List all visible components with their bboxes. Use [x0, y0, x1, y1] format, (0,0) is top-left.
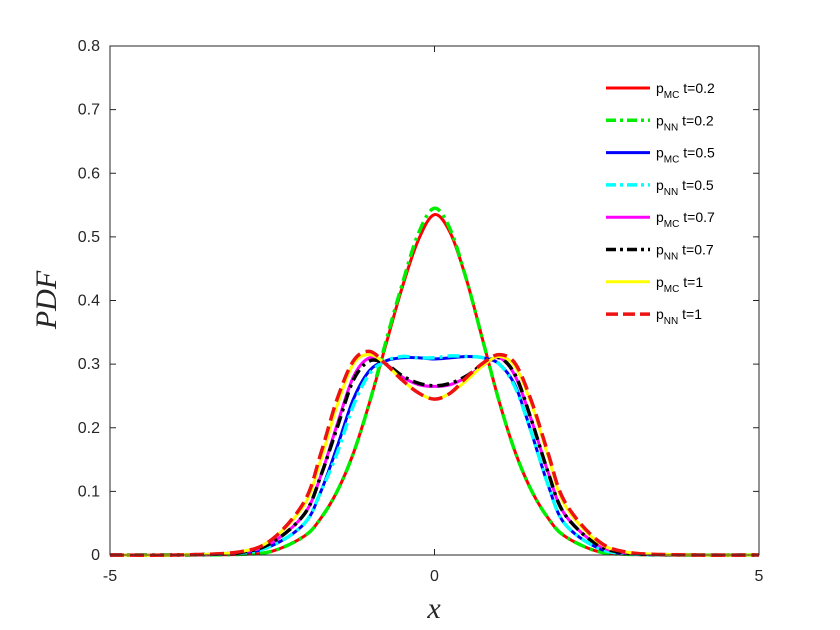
y-tick-label: 0.2: [78, 420, 100, 437]
axes-group: 00.10.20.30.40.50.60.70.8-5 0 5: [78, 38, 764, 585]
legend-label: pNN t=0.7: [656, 242, 714, 263]
plot-area: [110, 46, 759, 555]
y-tick-label: 0.3: [78, 356, 100, 373]
legend-item-1[interactable]: pMC t=0.2: [606, 80, 715, 101]
y-tick-label: 0.7: [78, 102, 100, 119]
legend-item-8[interactable]: pNN t=1: [606, 306, 702, 327]
y-tick-label: 0.5: [78, 229, 100, 246]
x-tick-label: 0: [430, 568, 439, 585]
series-line-1: [109, 213, 760, 557]
x-axis-label: x: [426, 592, 441, 625]
legend-label: pNN t=1: [656, 306, 702, 327]
legend-item-3[interactable]: pMC t=0.5: [606, 145, 715, 166]
legend-label: pMC t=1: [656, 274, 703, 295]
y-tick-label: 0.1: [78, 483, 100, 500]
legend-label: pMC t=0.2: [656, 80, 715, 101]
legend-item-5[interactable]: pMC t=0.7: [606, 209, 715, 230]
y-tick-label: 0.8: [78, 38, 100, 55]
legend-item-7[interactable]: pMC t=1: [606, 274, 703, 295]
legend-item-6[interactable]: pNN t=0.7: [606, 242, 714, 263]
x-tick-label: 5: [755, 568, 764, 585]
series-line-8: [109, 349, 760, 557]
curves-group: [109, 206, 760, 557]
legend-label: pNN t=0.5: [656, 177, 714, 198]
legend-label: pMC t=0.7: [656, 209, 715, 230]
plot-background: [110, 46, 759, 555]
y-tick-label: 0: [91, 547, 100, 564]
legend-item-2[interactable]: pNN t=0.2: [606, 112, 714, 133]
legend-item-4[interactable]: pNN t=0.5: [606, 177, 714, 198]
series-line-6: [109, 355, 760, 557]
legend-label: pNN t=0.2: [656, 112, 714, 133]
legend[interactable]: pMC t=0.2 pNN t=0.2 pMC t=0.5 pNN t=0.5 pMC …: [606, 80, 715, 327]
y-tick-label: 0.6: [78, 165, 100, 182]
y-axis-label: PDF: [30, 270, 63, 330]
y-tick-label: 0.4: [78, 293, 100, 310]
series-line-2: [109, 206, 760, 557]
x-tick-label: -5: [103, 568, 117, 585]
legend-label: pMC t=0.5: [656, 145, 715, 166]
series-line-4: [109, 354, 760, 557]
